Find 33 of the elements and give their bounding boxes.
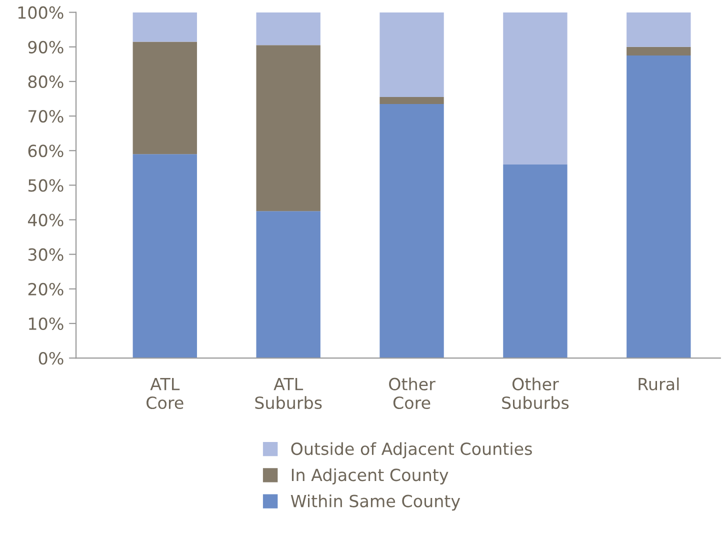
- y-tick-label: 20%: [28, 282, 64, 296]
- x-tick-label: ATL Suburbs: [255, 378, 322, 410]
- y-tick-label: 100%: [18, 6, 64, 19]
- y-tick-label: 30%: [28, 248, 64, 261]
- y-tick-label: 0%: [38, 352, 64, 365]
- legend-label: Within Same County: [290, 494, 460, 511]
- bar: [626, 46, 691, 56]
- y-tick-label: 90%: [28, 40, 64, 54]
- bar: [626, 56, 691, 358]
- legend-label: Outside of Adjacent Counties: [291, 442, 532, 458]
- bar: [380, 12, 444, 98]
- legend-label: In Adjacent County: [292, 468, 448, 484]
- x-tick-label: Other Suburbs: [502, 377, 569, 410]
- y-tick-label: 10%: [29, 317, 64, 330]
- bar: [132, 154, 197, 358]
- bar: [132, 12, 197, 42]
- y-tick-label: 50%: [28, 179, 64, 192]
- y-tick-label: 60%: [28, 144, 64, 158]
- x-tick-label: Other Core: [389, 377, 436, 410]
- x-tick-label: Rural: [638, 377, 679, 390]
- x-tick-label: ATL Core: [146, 378, 184, 410]
- bar: [503, 12, 568, 164]
- bar: [132, 42, 197, 154]
- y-tick-label: 70%: [28, 110, 64, 123]
- y-tick-label: 40%: [28, 214, 64, 226]
- bar: [256, 45, 320, 212]
- bar: [256, 12, 320, 46]
- bar: [380, 104, 444, 358]
- bar: [256, 211, 320, 358]
- y-tick-label: 80%: [28, 75, 64, 88]
- bar: [503, 164, 568, 358]
- bar: [380, 97, 444, 104]
- bar: [626, 12, 691, 47]
